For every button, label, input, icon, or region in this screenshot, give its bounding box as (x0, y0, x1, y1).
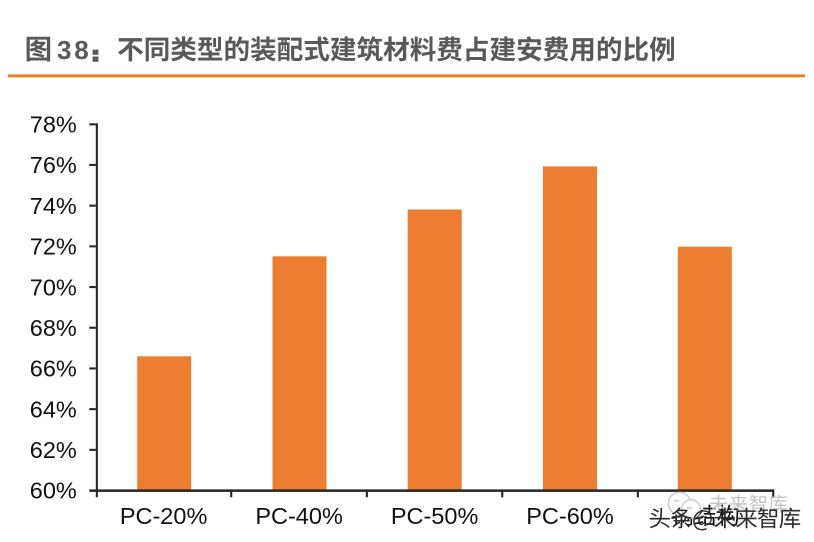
svg-text:64%: 64% (30, 396, 77, 422)
svg-text:68%: 68% (30, 315, 77, 341)
svg-text:38: 38 (57, 35, 92, 65)
svg-text:66%: 66% (30, 356, 77, 382)
svg-text:74%: 74% (30, 193, 77, 219)
svg-text:PC-40%: PC-40% (255, 503, 343, 529)
svg-text:PC-60%: PC-60% (526, 503, 614, 529)
svg-text:60%: 60% (30, 478, 77, 504)
svg-text:72%: 72% (30, 234, 77, 260)
svg-text:78%: 78% (30, 112, 77, 138)
svg-text:62%: 62% (30, 437, 77, 463)
svg-text:70%: 70% (30, 274, 77, 300)
svg-text:76%: 76% (30, 152, 77, 178)
svg-text:PC-20%: PC-20% (120, 503, 208, 529)
svg-text:PC-50%: PC-50% (391, 503, 479, 529)
